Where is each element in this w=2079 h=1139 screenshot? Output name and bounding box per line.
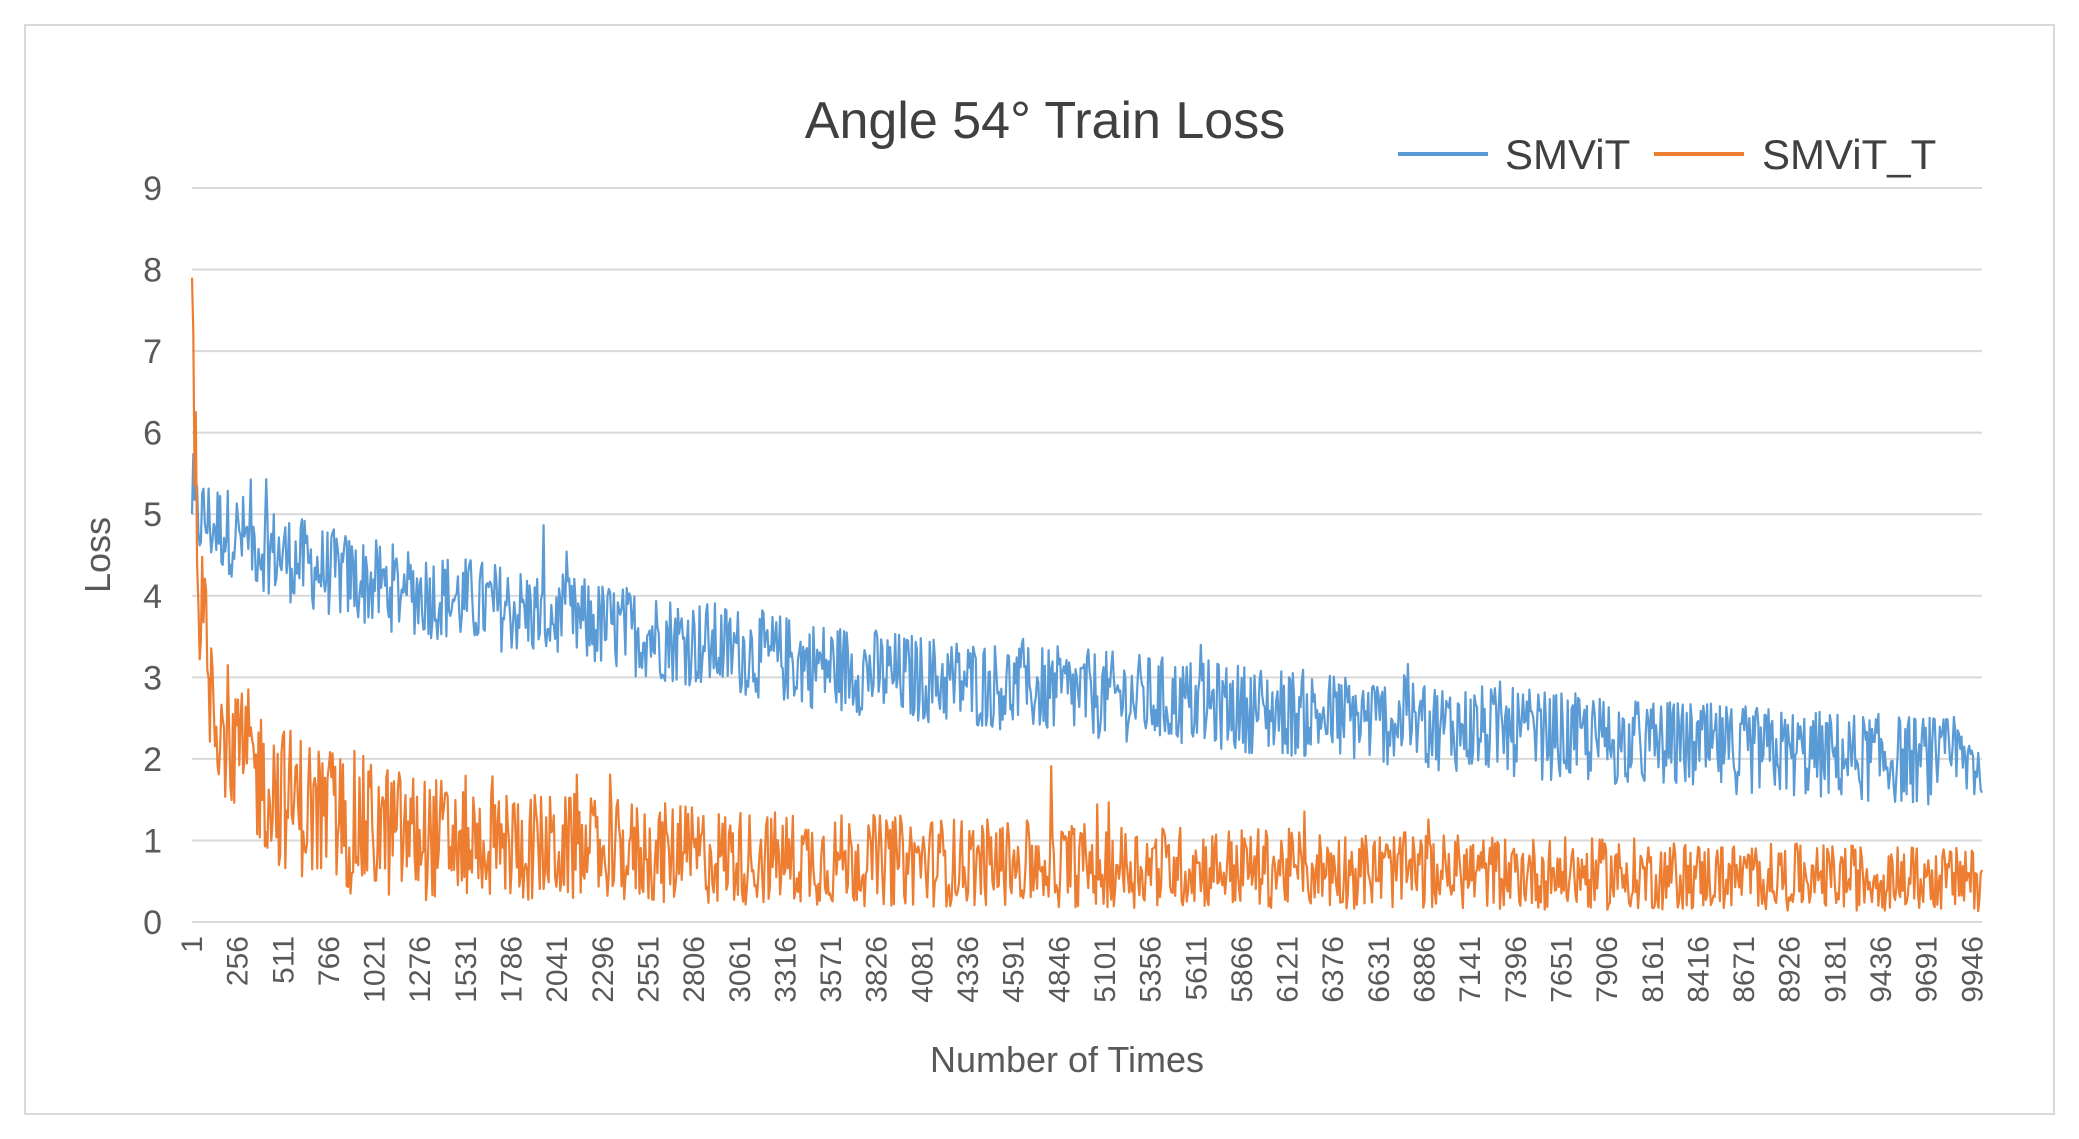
x-tick-label: 6121 xyxy=(1272,936,1305,1003)
x-tick-label: 7396 xyxy=(1500,936,1533,1003)
y-tick-label: 4 xyxy=(143,578,162,616)
x-tick-label: 8671 xyxy=(1728,936,1761,1003)
series-lines xyxy=(190,277,1984,913)
y-tick-label: 9 xyxy=(143,170,162,208)
x-axis-label: Number of Times xyxy=(930,1039,1204,1080)
x-tick-label: 2806 xyxy=(678,936,711,1003)
x-tick-label: 4336 xyxy=(952,936,985,1003)
x-tick-label: 5101 xyxy=(1089,936,1122,1003)
x-tick-label: 9691 xyxy=(1911,936,1944,1003)
legend-label-smvit-t: SMViT_T xyxy=(1762,131,1936,178)
x-tick-label: 7141 xyxy=(1454,936,1487,1003)
x-tick-label: 1 xyxy=(176,936,209,953)
y-tick-label: 8 xyxy=(143,252,162,290)
y-tick-label: 7 xyxy=(143,333,162,371)
x-tick-label: 9946 xyxy=(1956,936,1989,1003)
gridlines xyxy=(192,187,1982,923)
x-tick-label: 1021 xyxy=(359,936,392,1003)
legend: SMViT SMViT_T xyxy=(1398,131,1936,178)
x-axis-ticks: 1 256 511 766 1021 1276 1531 1786 2041 2296 2551 28… xyxy=(176,936,1989,1003)
legend-label-smvit: SMViT xyxy=(1505,131,1630,178)
x-tick-label: 3316 xyxy=(769,936,802,1003)
x-tick-label: 256 xyxy=(222,936,255,986)
x-tick-label: 1531 xyxy=(450,936,483,1003)
x-tick-label: 6376 xyxy=(1317,936,1350,1003)
x-tick-label: 4846 xyxy=(1043,936,1076,1003)
x-tick-label: 5356 xyxy=(1135,936,1168,1003)
x-tick-label: 7906 xyxy=(1591,936,1624,1003)
x-tick-label: 9436 xyxy=(1865,936,1898,1003)
x-tick-label: 3571 xyxy=(815,936,848,1003)
x-tick-label: 2296 xyxy=(587,936,620,1003)
y-axis-ticks: 0 1 2 3 4 5 6 7 8 9 xyxy=(143,170,162,942)
y-tick-label: 6 xyxy=(143,415,162,453)
y-axis-label: Loss xyxy=(77,517,118,593)
x-tick-label: 5866 xyxy=(1226,936,1259,1003)
x-tick-label: 9181 xyxy=(1819,936,1852,1003)
x-tick-label: 2551 xyxy=(632,936,665,1003)
x-tick-label: 8416 xyxy=(1682,936,1715,1003)
y-tick-label: 1 xyxy=(143,822,162,860)
x-tick-label: 2041 xyxy=(541,936,574,1003)
x-tick-label: 766 xyxy=(313,936,346,986)
x-tick-label: 3061 xyxy=(724,936,757,1003)
chart-title: Angle 54° Train Loss xyxy=(805,92,1285,150)
x-tick-label: 4081 xyxy=(906,936,939,1003)
x-tick-label: 6886 xyxy=(1409,936,1442,1003)
x-tick-label: 8926 xyxy=(1774,936,1807,1003)
x-tick-label: 4591 xyxy=(998,936,1031,1003)
y-tick-label: 5 xyxy=(143,496,162,534)
x-tick-label: 1276 xyxy=(404,936,437,1003)
series-line-smvit xyxy=(190,453,1983,806)
x-tick-label: 8161 xyxy=(1637,936,1670,1003)
x-tick-label: 7651 xyxy=(1545,936,1578,1003)
x-tick-label: 1786 xyxy=(496,936,529,1003)
y-tick-label: 0 xyxy=(143,904,162,942)
x-tick-label: 6631 xyxy=(1363,936,1396,1003)
x-tick-label: 5611 xyxy=(1180,936,1213,1001)
x-tick-label: 511 xyxy=(267,936,300,984)
x-tick-label: 3826 xyxy=(861,936,894,1003)
series-line-smvit-t xyxy=(190,277,1984,913)
y-tick-label: 2 xyxy=(143,741,162,779)
y-tick-label: 3 xyxy=(143,659,162,697)
